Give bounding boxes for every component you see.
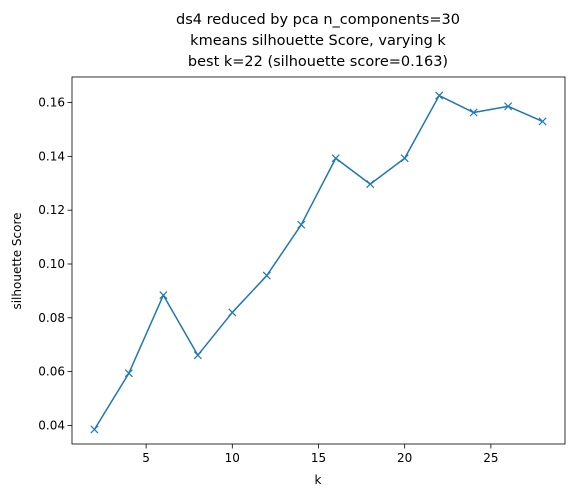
data-point-14 [297, 220, 306, 229]
chart-title: ds4 reduced by pca n_components=30 kmean… [176, 12, 460, 70]
x-tick-label-20: 20 [397, 451, 412, 465]
data-point-4 [124, 369, 133, 378]
y-tick-label-4: 0.12 [38, 203, 65, 217]
data-point-8 [193, 351, 202, 360]
x-tick-label-5: 5 [142, 451, 150, 465]
title-line-2: kmeans silhouette Score, varying k [190, 33, 446, 49]
data-point-10 [228, 308, 237, 317]
y-axis-label: silhouette Score [10, 212, 24, 309]
series-line [93, 94, 544, 431]
data-point-26 [504, 102, 513, 111]
title-line-1: ds4 reduced by pca n_components=30 [176, 12, 460, 28]
title-line-3: best k=22 (silhouette score=0.163) [188, 54, 448, 70]
x-axis-label: k [315, 473, 322, 487]
plot-area: 5 10 15 20 25 0.04 0.06 0.08 0.10 0.12 0.14 0.16 [38, 76, 566, 465]
y-tick-label-3: 0.10 [38, 257, 65, 271]
y-tick-label-6: 0.16 [38, 96, 65, 110]
y-tick-label-2: 0.08 [38, 311, 65, 325]
data-point-28 [538, 117, 547, 126]
y-tick-label-0: 0.04 [38, 418, 65, 432]
plot-frame [71, 76, 566, 445]
data-point-12 [262, 271, 271, 280]
data-point-22 [435, 91, 444, 100]
y-tick-label-1: 0.06 [38, 365, 65, 379]
data-point-16 [331, 154, 340, 163]
data-point-18 [366, 180, 375, 189]
data-point-20 [400, 154, 409, 163]
x-tick-label-15: 15 [311, 451, 326, 465]
data-point-2 [90, 425, 99, 434]
data-point-6 [159, 291, 168, 300]
data-point-24 [469, 108, 478, 117]
x-tick-label-25: 25 [483, 451, 498, 465]
x-tick-label-10: 10 [225, 451, 240, 465]
y-tick-label-5: 0.14 [38, 149, 65, 163]
